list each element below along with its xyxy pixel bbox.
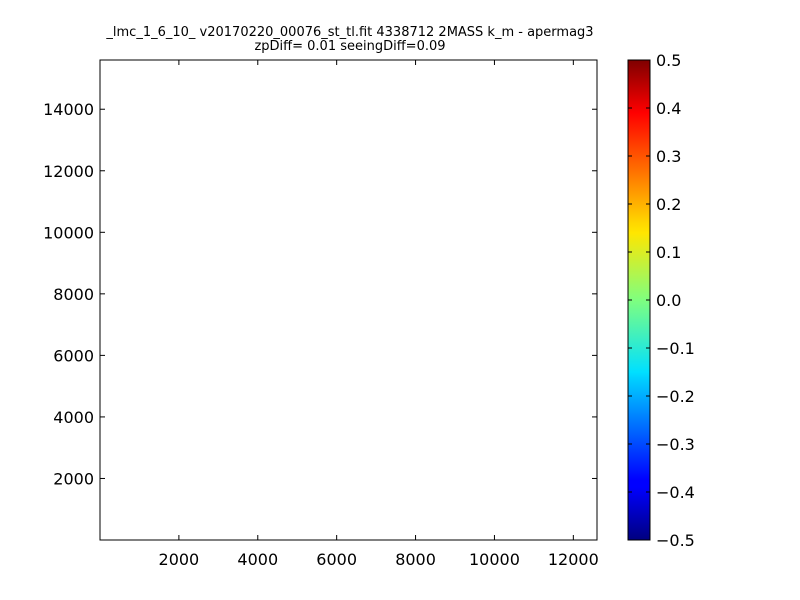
x-tick-label: 4000	[237, 550, 278, 569]
colorbar-tick-label: 0.3	[656, 147, 681, 166]
y-tick-label: 14000	[43, 100, 94, 119]
colorbar-tick-label: 0.5	[656, 51, 681, 70]
x-axis-ticks: 2000 4000 6000 8000 10000 12000	[159, 60, 599, 569]
y-axis-ticks: 2000 4000 6000 8000 10000 12000 14000	[43, 100, 597, 488]
x-tick-label: 8000	[395, 550, 436, 569]
chart-title: _lmc_1_6_10_ v20170220_00076_st_tl.fit 4…	[106, 25, 594, 40]
x-tick-label: 10000	[469, 550, 520, 569]
y-tick-label: 4000	[53, 408, 94, 427]
colorbar-ticks: 0.5 0.4 0.3 0.2 0.1 0.0 −0.1 −0.2 −0.3 −0.4 −0.5	[628, 51, 695, 550]
colorbar-tick-label: −0.4	[656, 483, 695, 502]
x-tick-label: 6000	[316, 550, 357, 569]
plot-frame	[99, 59, 598, 541]
colorbar-tick-label: −0.3	[656, 435, 695, 454]
colorbar-tick-label: −0.5	[656, 531, 695, 550]
chart-subtitle: zpDiff= 0.01 seeingDiff=0.09	[254, 39, 446, 54]
colorbar-tick-label: 0.4	[656, 99, 681, 118]
colorbar-tick-label: 0.2	[656, 195, 681, 214]
y-tick-label: 2000	[53, 469, 94, 488]
y-tick-label: 6000	[53, 346, 94, 365]
y-tick-label: 12000	[43, 162, 94, 181]
x-tick-label: 12000	[548, 550, 599, 569]
x-tick-label: 2000	[159, 550, 200, 569]
colorbar-tick-label: −0.1	[656, 339, 695, 358]
colorbar-tick-label: 0.1	[656, 243, 681, 262]
y-tick-label: 10000	[43, 223, 94, 242]
colorbar-tick-label: −0.2	[656, 387, 695, 406]
colorbar-tick-label: 0.0	[656, 291, 681, 310]
y-tick-label: 8000	[53, 285, 94, 304]
